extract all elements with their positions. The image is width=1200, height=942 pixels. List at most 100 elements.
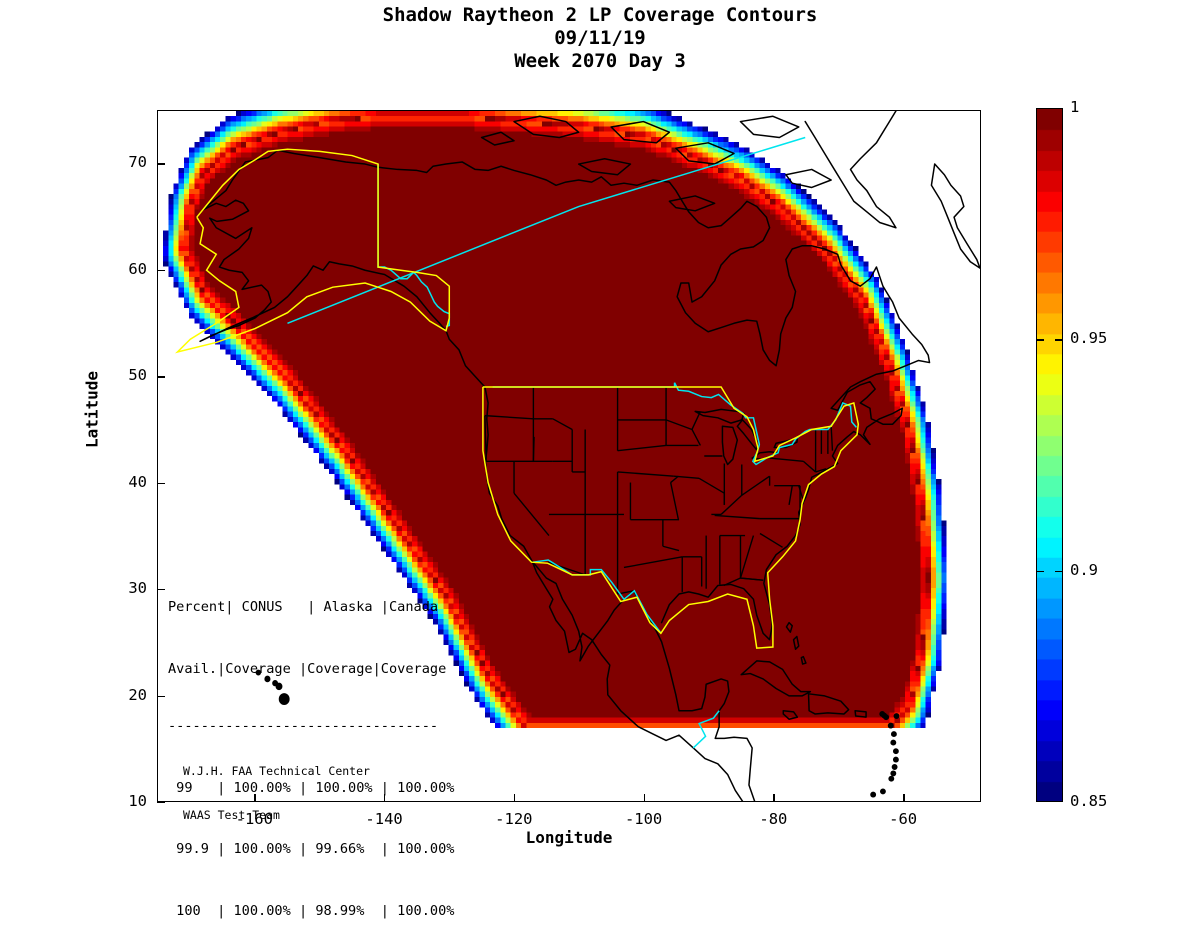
us-state-border <box>802 460 817 473</box>
coastline-caribbean <box>800 655 807 665</box>
coastline-great-lake <box>736 419 759 452</box>
coastline-greenland <box>930 163 980 269</box>
title-line-3: Week 2070 Day 3 <box>514 50 686 72</box>
title-line-1: Shadow Raytheon 2 LP Coverage Contours <box>382 4 818 26</box>
x-axis-tick-mark <box>384 794 386 802</box>
border-mexico-guatemala <box>692 710 720 749</box>
colorbar-tick-label: 1 <box>1070 98 1080 116</box>
us-state-border <box>665 419 693 431</box>
us-state-border <box>484 415 487 462</box>
coastline-antilles-island <box>892 756 899 763</box>
us-state-border <box>830 426 834 451</box>
colorbar-tick-mark <box>1055 339 1062 341</box>
us-state-border-layer <box>484 387 834 595</box>
colorbar-tick-mark <box>1037 570 1044 573</box>
coastline-caribbean <box>785 621 794 633</box>
us-state-border <box>769 457 804 462</box>
service-volume-conus <box>482 386 860 649</box>
x-axis-tick-mark <box>254 794 256 802</box>
coastline-antilles-island <box>888 775 895 782</box>
y-axis-tick-label: 30 <box>128 579 147 598</box>
coastline-arctic-island <box>513 115 580 139</box>
coastline-caribbean <box>792 635 800 650</box>
y-axis-tick-mark <box>157 482 165 484</box>
coastline-arctic-island <box>480 131 515 146</box>
us-state-border <box>759 532 783 548</box>
us-state-border <box>552 418 573 431</box>
coastline-great-lake <box>694 408 745 424</box>
colorbar-gradient <box>1036 108 1063 802</box>
coastline-caribbean <box>740 660 812 697</box>
us-state-border <box>691 429 701 446</box>
coastline-hawaii-island <box>275 682 283 691</box>
us-state-border <box>484 414 534 420</box>
map-svg <box>158 111 980 801</box>
us-state-border <box>623 556 683 569</box>
colorbar-tick-label: 0.9 <box>1070 560 1098 579</box>
coastline-caribbean <box>854 710 867 718</box>
border-us-canada <box>492 382 857 466</box>
x-axis-tick-label: -60 <box>889 810 918 828</box>
table-row: 99 | 100.00% | 100.00% | 100.00% <box>168 779 455 796</box>
stats-header-row-1: Percent| CONUS | Alaska |Canada <box>168 599 439 615</box>
us-state-border <box>669 482 680 520</box>
coastline-arctic-island <box>675 142 735 165</box>
coastline-hawaii-island <box>264 675 271 683</box>
coastline-antilles-island <box>870 791 877 798</box>
x-axis-tick-mark <box>513 794 516 802</box>
coverage-cell-group <box>183 116 931 729</box>
coastline-antilles-island <box>893 713 900 719</box>
coastline-antilles-island <box>891 764 898 770</box>
x-axis-tick-label: -160 <box>235 810 273 828</box>
coverage-map-plot <box>157 110 981 802</box>
us-state-border <box>662 545 680 552</box>
coastline-arctic-island <box>785 168 832 189</box>
coastline-arctic-island <box>577 158 632 176</box>
coastline-north-america <box>199 199 756 801</box>
y-axis-tick-mark <box>157 589 165 591</box>
coastline-caribbean <box>782 710 799 720</box>
coastline-hawaii-island <box>278 693 290 706</box>
y-axis-tick-label: 50 <box>128 366 147 385</box>
x-axis-tick-label: -100 <box>624 810 663 828</box>
border-canada-diagonal <box>287 136 806 324</box>
x-axis-tick-mark <box>643 794 645 802</box>
credit-line-2: WAAS Test Team <box>183 807 280 822</box>
x-axis-tick-mark <box>773 794 775 802</box>
x-axis-tick-label: -120 <box>495 810 533 828</box>
colorbar-tick-label: 0.95 <box>1070 329 1108 348</box>
y-axis-tick-mark <box>157 802 165 804</box>
x-axis-tick-label: -80 <box>759 810 788 828</box>
us-state-border <box>741 475 771 496</box>
us-state-border <box>723 577 741 587</box>
us-state-border <box>670 475 679 484</box>
coastline-arctic-island <box>610 120 671 144</box>
colorbar <box>1036 108 1063 802</box>
coastline-layer <box>199 111 980 801</box>
us-state-border <box>532 436 535 462</box>
service-volume-alaska <box>175 148 451 354</box>
coastline-antilles-island <box>890 739 897 746</box>
coastline-canada-east <box>202 149 931 641</box>
us-state-border <box>698 477 725 494</box>
y-axis-label: Latitude <box>82 370 102 449</box>
coastline-antilles-island <box>892 748 899 755</box>
title-line-2: 09/11/19 <box>554 27 646 49</box>
us-state-border <box>739 535 755 579</box>
y-axis-tick-mark <box>157 269 165 272</box>
us-state-border <box>815 468 827 473</box>
us-state-border <box>691 411 702 430</box>
coastline-baffin <box>804 111 897 229</box>
coastline-antilles-island <box>879 711 886 717</box>
us-state-border <box>673 475 700 480</box>
coastline-arctic-island <box>668 195 716 212</box>
y-axis-tick-label: 70 <box>128 153 147 172</box>
credit-line-1: W.J.H. FAA Technical Center <box>183 764 370 778</box>
us-state-border <box>513 492 550 537</box>
y-axis-tick-label: 40 <box>128 472 147 491</box>
coastline-great-lake <box>721 425 739 466</box>
coastline-caribbean <box>807 693 850 715</box>
page-title: Shadow Raytheon 2 LP Coverage Contours 0… <box>0 4 1200 73</box>
us-state-border <box>720 494 743 515</box>
us-state-border <box>714 514 760 520</box>
